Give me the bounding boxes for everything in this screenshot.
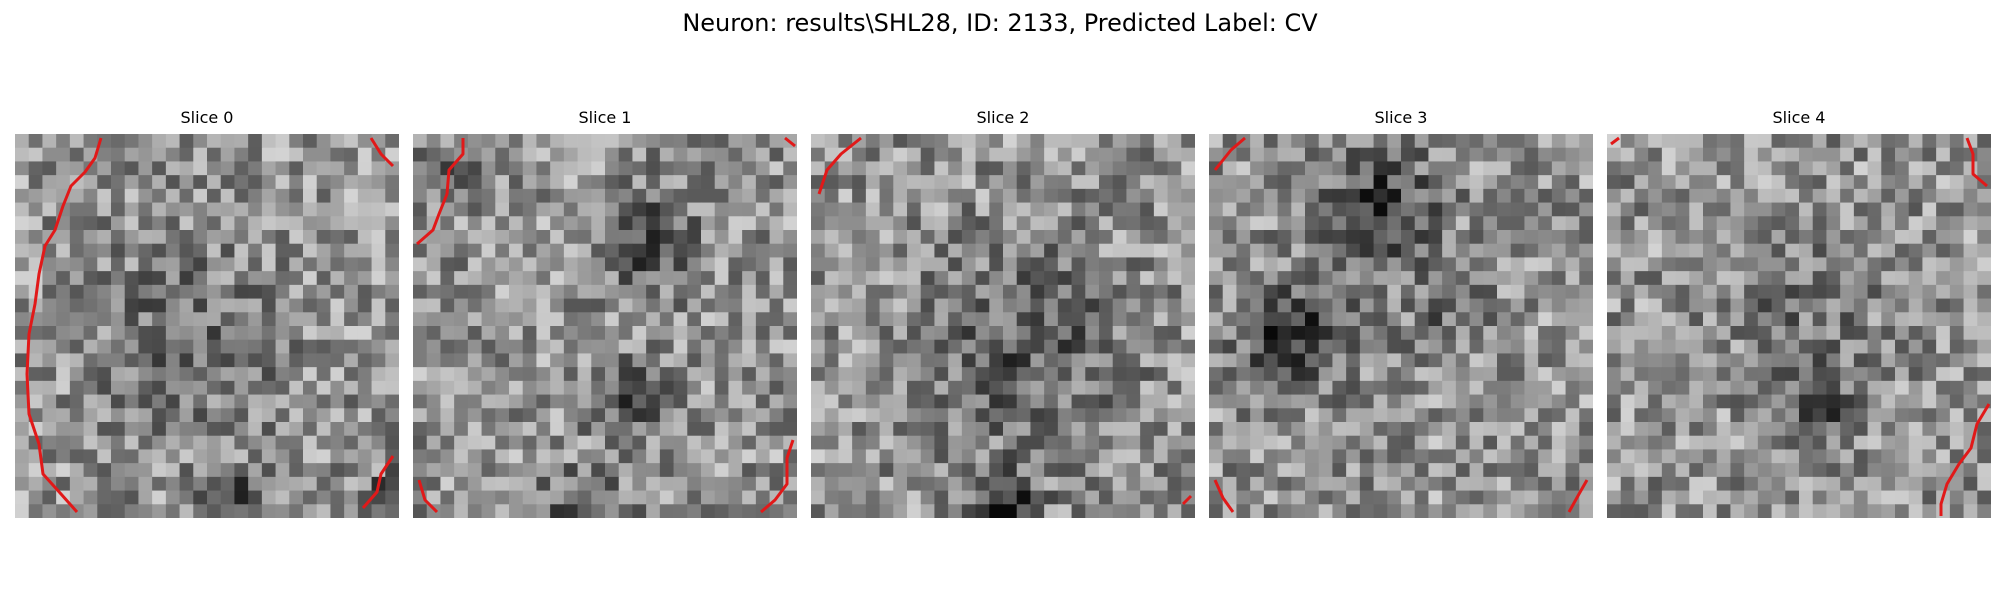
slice-title: Slice 4 (1772, 108, 1826, 127)
slice-panel-1: Slice 1 (413, 106, 797, 526)
pixel-grid (811, 134, 1195, 518)
pixel-grid (413, 134, 797, 518)
contour-line (1965, 137, 1988, 188)
contour-line (784, 136, 796, 148)
slice-title: Slice 2 (976, 108, 1030, 127)
slice-title: Slice 0 (180, 108, 234, 127)
slice-title: Slice 1 (578, 108, 632, 127)
contour-line (760, 439, 795, 514)
contour-line (361, 455, 395, 509)
pixel-grid (1607, 134, 1991, 518)
contour-line (1567, 479, 1589, 513)
slice-panel-3: Slice 3 (1209, 106, 1593, 526)
slice-panel-4: Slice 4 (1607, 106, 1991, 526)
slice-panel-0: Slice 0 (15, 106, 399, 526)
slice-image-1 (413, 134, 797, 518)
slice-image-4 (1607, 134, 1991, 518)
slice-title: Slice 3 (1374, 108, 1428, 127)
contour-line (1610, 136, 1620, 146)
pixel-grid (15, 134, 399, 518)
slice-panel-2: Slice 2 (811, 106, 1195, 526)
pixel-grid (1209, 134, 1593, 518)
slice-image-2 (811, 134, 1195, 518)
contour-line (1213, 136, 1246, 171)
contour-line (1181, 494, 1193, 506)
contour-line (416, 138, 465, 246)
contour-line (369, 137, 395, 168)
contour-line (817, 136, 862, 195)
contour-line (417, 479, 439, 514)
figure-title: Neuron: results\SHL28, ID: 2133, Predict… (682, 9, 1318, 37)
slice-image-3 (1209, 134, 1593, 518)
contour-line (1213, 479, 1235, 513)
contour-line (25, 137, 103, 513)
slice-image-0 (15, 134, 399, 518)
contour-line (1939, 403, 1991, 516)
